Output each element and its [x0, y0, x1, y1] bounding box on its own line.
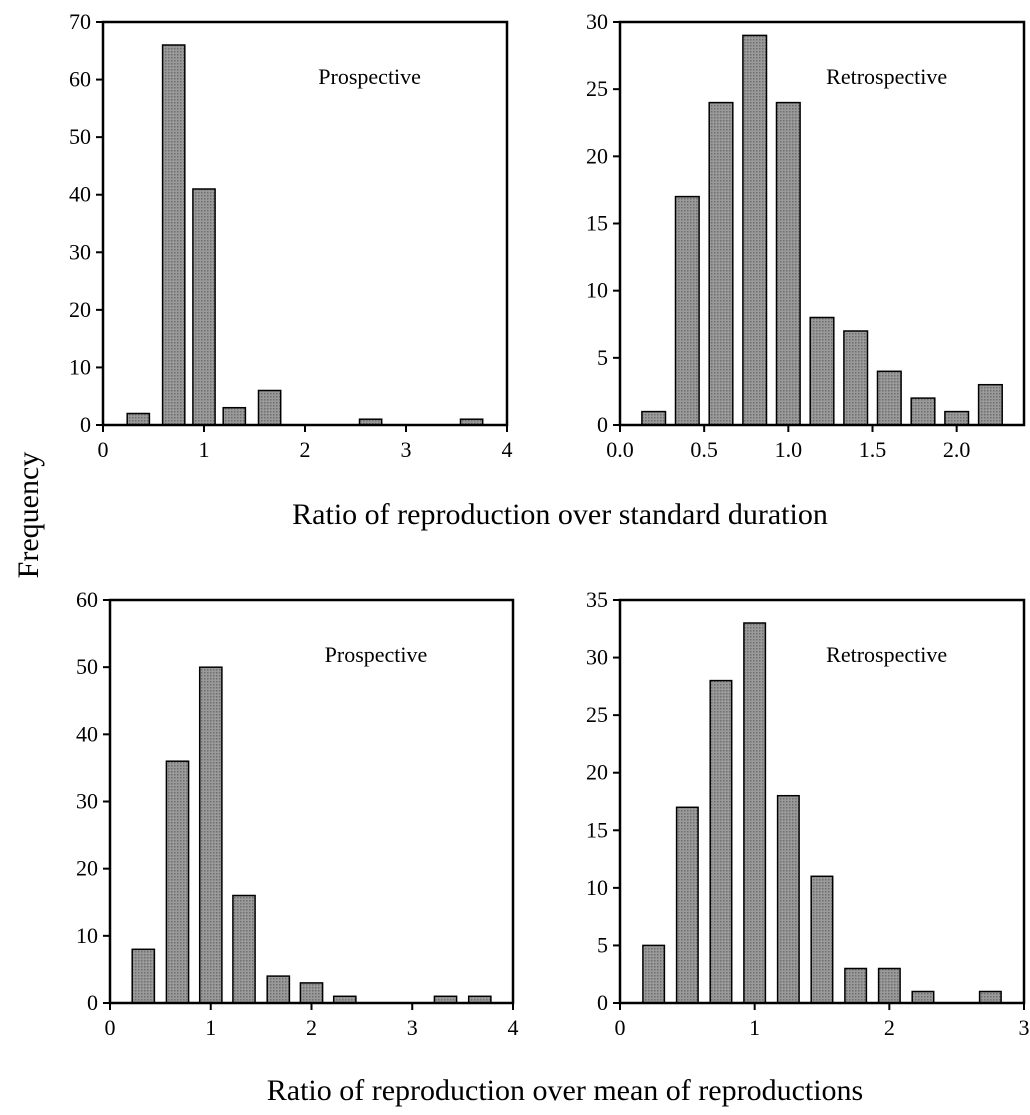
y-tick-label: 10	[586, 875, 608, 900]
x-tick-label: 3	[407, 1015, 418, 1040]
x-tick-label: 1.5	[859, 437, 887, 462]
y-tick-label: 40	[69, 182, 91, 207]
y-tick-label: 0	[87, 990, 98, 1015]
y-tick-label: 30	[586, 645, 608, 670]
y-tick-label: 15	[586, 211, 608, 236]
bar	[161, 44, 186, 426]
y-tick-label: 10	[69, 354, 91, 379]
x-tick-label: 2	[884, 1015, 895, 1040]
y-tick-label: 10	[76, 923, 98, 948]
bar	[910, 397, 936, 426]
bar	[978, 990, 1002, 1004]
x-tick-label: 0	[615, 1015, 626, 1040]
y-tick-label: 20	[586, 143, 608, 168]
x-tick-label: 2	[300, 437, 311, 462]
bar	[299, 982, 324, 1004]
x-tick-label: 1	[749, 1015, 760, 1040]
panel-top-left-prospective: 0 10 20 30 40 50 60 70 0 1 2 3 4 Prospective	[69, 9, 513, 462]
y-tick-label: 25	[586, 76, 608, 101]
plot-frame	[618, 598, 1026, 1005]
y-tick-label: 40	[76, 721, 98, 746]
y-tick-label: 70	[69, 9, 91, 34]
bar	[642, 944, 666, 1004]
y-tick-label: 10	[586, 278, 608, 303]
panel-bottom-left-prospective: 0 10 20 30 40 50 60 0 1 2 3 4 Prospective	[76, 587, 519, 1040]
bar	[198, 666, 223, 1004]
panel-label: Prospective	[325, 642, 428, 667]
y-tick-label: 60	[76, 587, 98, 612]
bar	[776, 794, 800, 1004]
x-tick-label: 2	[306, 1015, 317, 1040]
bar	[709, 679, 733, 1004]
bar	[743, 622, 767, 1004]
y-tick-label: 50	[76, 654, 98, 679]
bar	[911, 990, 935, 1004]
x-axis-title-top: Ratio of reproduction over standard dura…	[292, 498, 828, 531]
y-tick-label: 15	[586, 817, 608, 842]
bar	[877, 967, 901, 1004]
bar	[257, 389, 282, 426]
x-tick-label: 0	[98, 437, 109, 462]
y-tick-label: 30	[586, 9, 608, 34]
y-tick-label: 50	[69, 124, 91, 149]
y-tick-label: 5	[597, 345, 608, 370]
x-axis-title-bottom: Ratio of reproduction over mean of repro…	[267, 1074, 863, 1107]
x-tick-label: 3	[401, 437, 412, 462]
bar	[876, 370, 902, 426]
y-tick-label: 60	[69, 67, 91, 92]
y-tick-label: 0	[80, 412, 91, 437]
y-tick-label: 5	[597, 932, 608, 957]
bar	[675, 806, 699, 1004]
y-tick-label: 20	[69, 297, 91, 322]
x-tick-label: 1	[199, 437, 210, 462]
panel-label: Retrospective	[826, 64, 947, 89]
bar	[742, 34, 768, 426]
panel-label: Prospective	[318, 64, 421, 89]
y-tick-label: 30	[76, 789, 98, 814]
bar	[810, 875, 834, 1004]
bar	[192, 188, 216, 426]
y-tick-label: 35	[586, 587, 608, 612]
bar	[232, 894, 256, 1004]
bar	[775, 101, 801, 426]
bar	[944, 410, 970, 426]
x-tick-label: 3	[1019, 1015, 1030, 1040]
bar	[131, 948, 156, 1004]
bar	[844, 967, 868, 1004]
x-tick-label: 0.0	[606, 437, 634, 462]
panel-top-right-retrospective: 0 5 10 15 20 25 30 0.0 0.5 1.0 1.5 2.0 Retrospective	[586, 9, 1026, 462]
y-tick-label: 20	[76, 856, 98, 881]
panel-bottom-right-retrospective: 0 5 10 15 20 25 30 35 0 1 2 3 Retrospective	[586, 587, 1030, 1040]
y-tick-label: 30	[69, 239, 91, 264]
x-tick-label: 1	[205, 1015, 216, 1040]
x-tick-label: 0	[105, 1015, 116, 1040]
bar	[126, 412, 151, 426]
y-tick-label: 0	[597, 412, 608, 437]
y-tick-label: 25	[586, 702, 608, 727]
bar	[222, 406, 247, 426]
bar	[674, 195, 700, 426]
bar	[641, 410, 667, 426]
panel-label: Retrospective	[826, 642, 947, 667]
x-tick-label: 0.5	[690, 437, 718, 462]
y-axis-title: Frequency	[12, 452, 45, 579]
x-tick-label: 1.0	[775, 437, 803, 462]
bar	[809, 316, 835, 426]
bar	[843, 330, 869, 426]
bar	[266, 975, 291, 1004]
bar	[165, 760, 190, 1004]
x-tick-label: 2.0	[943, 437, 971, 462]
x-tick-label: 4	[502, 437, 513, 462]
y-tick-label: 0	[597, 990, 608, 1015]
bar	[708, 101, 734, 426]
x-tick-label: 4	[508, 1015, 519, 1040]
bar	[977, 383, 1003, 426]
y-tick-label: 20	[586, 760, 608, 785]
